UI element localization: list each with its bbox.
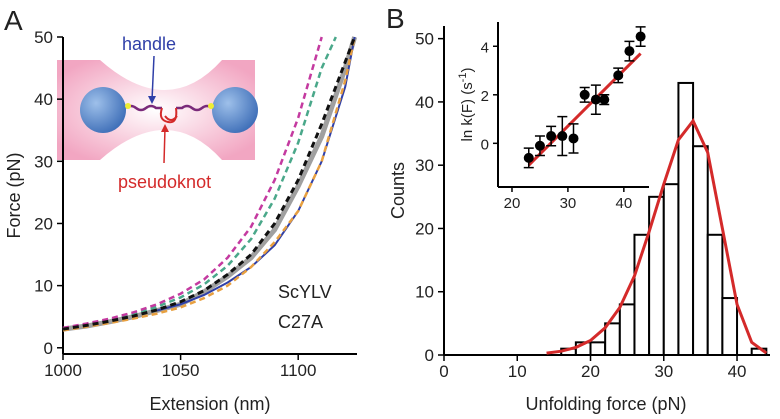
- x-tick-label: 1000: [44, 361, 82, 380]
- bar: [618, 303, 636, 356]
- point: [599, 94, 610, 105]
- panel-label: B: [386, 3, 405, 34]
- x-tick-label: 20: [504, 195, 521, 212]
- bar: [692, 145, 709, 356]
- y-tick-label: 20: [415, 219, 434, 238]
- annotation: pseudoknot: [118, 172, 211, 192]
- point: [557, 131, 568, 142]
- panel-label: A: [4, 5, 23, 36]
- curve: [62, 36, 337, 331]
- y-label-sup: -1: [457, 73, 469, 83]
- bar: [589, 341, 607, 357]
- y-tick-label: 50: [34, 28, 53, 47]
- point: [546, 131, 557, 142]
- point: [590, 94, 601, 105]
- x-axis-label: Extension (nm): [149, 394, 270, 414]
- x-tick-label: 1050: [162, 361, 200, 380]
- x-tick-label: 30: [654, 362, 673, 381]
- y-tick-label: 0: [44, 339, 53, 358]
- bar: [662, 183, 680, 356]
- schematic: [57, 55, 258, 164]
- x-tick-label: 40: [728, 362, 747, 381]
- curve: [156, 36, 356, 312]
- fit-line: [527, 52, 642, 167]
- annotation: C27A: [278, 312, 323, 332]
- x-tick-label: 40: [615, 195, 632, 212]
- y-tick-label: 0: [425, 346, 434, 365]
- bar: [604, 322, 621, 357]
- x-tick-label: 20: [581, 362, 600, 381]
- point: [534, 140, 545, 151]
- point: [568, 133, 579, 144]
- y-tick-label: 10: [415, 283, 434, 302]
- y-axis-label: Force (pN): [4, 152, 24, 238]
- bar: [721, 297, 739, 356]
- point: [523, 152, 534, 163]
- y-tick-label: 50: [415, 30, 434, 49]
- y-tick-label: 20: [34, 214, 53, 233]
- point: [613, 70, 624, 81]
- y-tick-label: 2: [481, 88, 489, 105]
- curve: [62, 36, 357, 331]
- annotation: handle: [122, 34, 176, 54]
- point: [635, 31, 646, 42]
- annotation: ScYLV: [278, 282, 332, 302]
- fit-curve: [546, 118, 768, 355]
- x-axis-label: Unfolding force (pN): [525, 394, 686, 414]
- y-tick-label: 10: [34, 277, 53, 296]
- y-axis-label: ln k(F) (s-1): [457, 68, 476, 142]
- y-axis-label: Counts: [388, 162, 408, 219]
- point: [579, 89, 590, 100]
- x-tick-label: 0: [439, 362, 448, 381]
- y-label-end: ): [459, 68, 476, 73]
- y-label-text: ln k(F) (s: [459, 82, 476, 141]
- y-tick-label: 0: [481, 136, 489, 153]
- y-tick-label: 30: [34, 152, 53, 171]
- y-tick-label: 40: [415, 93, 434, 112]
- y-tick-label: 40: [34, 90, 53, 109]
- bar: [706, 233, 724, 357]
- curve: [62, 36, 356, 332]
- x-tick-label: 1100: [280, 361, 317, 380]
- x-tick-label: 10: [508, 362, 527, 381]
- point: [624, 46, 635, 57]
- y-tick-label: 30: [415, 156, 434, 175]
- curve: [62, 36, 323, 330]
- y-tick-label: 4: [481, 39, 489, 56]
- x-tick-label: 30: [560, 195, 577, 212]
